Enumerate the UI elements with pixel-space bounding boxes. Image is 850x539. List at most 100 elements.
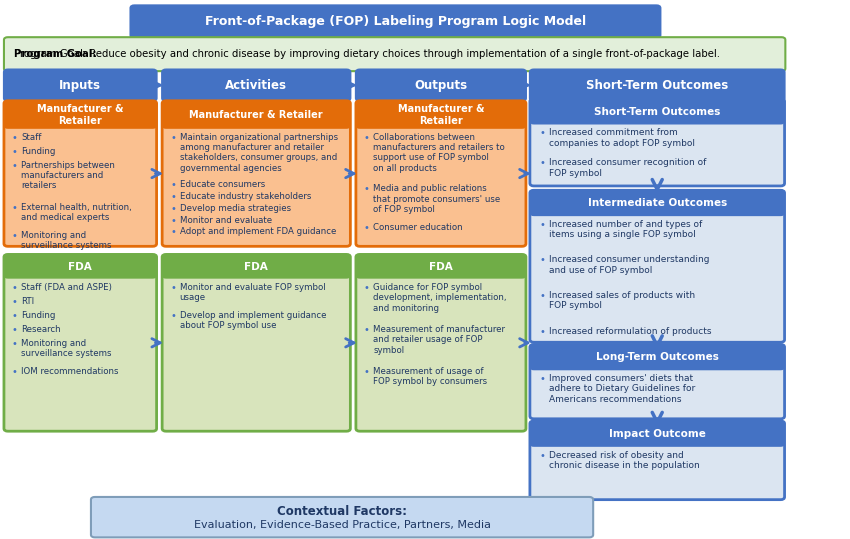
Text: •: • [364, 283, 370, 293]
Text: Monitoring and
surveillance systems: Monitoring and surveillance systems [21, 231, 112, 250]
Text: •: • [540, 291, 545, 301]
Text: Manufacturer &
Retailer: Manufacturer & Retailer [398, 104, 484, 126]
FancyBboxPatch shape [356, 254, 526, 431]
FancyBboxPatch shape [162, 254, 350, 279]
Text: •: • [364, 223, 370, 233]
FancyBboxPatch shape [4, 70, 156, 101]
Text: Contextual Factors:: Contextual Factors: [277, 506, 407, 519]
Text: Staff: Staff [21, 133, 42, 142]
Text: Consumer education: Consumer education [373, 223, 463, 232]
FancyBboxPatch shape [4, 254, 156, 279]
Text: Monitor and evaluate FOP symbol
usage: Monitor and evaluate FOP symbol usage [179, 283, 326, 302]
FancyBboxPatch shape [131, 5, 660, 38]
Text: Decreased risk of obesity and
chronic disease in the population: Decreased risk of obesity and chronic di… [549, 451, 700, 470]
FancyBboxPatch shape [530, 99, 785, 186]
FancyBboxPatch shape [4, 101, 156, 129]
Text: External health, nutrition,
and medical experts: External health, nutrition, and medical … [21, 203, 132, 222]
Text: •: • [12, 325, 18, 335]
FancyBboxPatch shape [356, 254, 526, 279]
FancyBboxPatch shape [530, 421, 785, 447]
FancyBboxPatch shape [4, 37, 785, 71]
Text: •: • [12, 311, 18, 321]
Text: Increased sales of products with
FOP symbol: Increased sales of products with FOP sym… [549, 291, 695, 310]
FancyBboxPatch shape [530, 190, 785, 342]
Text: Increased number of and types of
items using a single FOP symbol: Increased number of and types of items u… [549, 220, 702, 239]
Text: •: • [170, 216, 176, 226]
Text: •: • [12, 297, 18, 307]
Text: Monitoring and
surveillance systems: Monitoring and surveillance systems [21, 339, 112, 358]
Text: •: • [540, 374, 545, 384]
Text: Measurement of manufacturer
and retailer usage of FOP
symbol: Measurement of manufacturer and retailer… [373, 325, 505, 355]
Text: Program Goal: Reduce obesity and chronic disease by improving dietary choices th: Program Goal: Reduce obesity and chronic… [14, 49, 720, 59]
Text: Funding: Funding [21, 147, 56, 156]
Text: Maintain organizational partnerships
among manufacturer and retailer
stakeholder: Maintain organizational partnerships amo… [179, 133, 337, 173]
Text: •: • [12, 367, 18, 377]
Text: FDA: FDA [429, 261, 453, 272]
Text: •: • [364, 367, 370, 377]
Text: •: • [12, 161, 18, 171]
Text: •: • [12, 231, 18, 241]
FancyBboxPatch shape [530, 70, 785, 101]
Text: Impact Outcome: Impact Outcome [609, 429, 706, 439]
Text: •: • [364, 325, 370, 335]
Text: •: • [540, 451, 545, 461]
Text: Educate consumers: Educate consumers [179, 180, 265, 189]
Text: •: • [540, 128, 545, 139]
Text: Guidance for FOP symbol
development, implementation,
and monitoring: Guidance for FOP symbol development, imp… [373, 283, 507, 313]
Text: Inputs: Inputs [60, 79, 101, 92]
FancyBboxPatch shape [162, 101, 350, 246]
Text: •: • [170, 227, 176, 238]
Text: Evaluation, Evidence-Based Practice, Partners, Media: Evaluation, Evidence-Based Practice, Par… [194, 520, 490, 530]
Text: Short-Term Outcomes: Short-Term Outcomes [594, 107, 721, 116]
FancyBboxPatch shape [162, 70, 350, 101]
Text: •: • [12, 283, 18, 293]
Text: Program Goal:: Program Goal: [14, 49, 97, 59]
Text: Media and public relations
that promote consumers' use
of FOP symbol: Media and public relations that promote … [373, 184, 501, 214]
Text: •: • [364, 184, 370, 195]
Text: Develop and implement guidance
about FOP symbol use: Develop and implement guidance about FOP… [179, 311, 326, 330]
Text: Short-Term Outcomes: Short-Term Outcomes [586, 79, 728, 92]
FancyBboxPatch shape [162, 254, 350, 431]
Text: IOM recommendations: IOM recommendations [21, 367, 119, 376]
FancyBboxPatch shape [162, 101, 350, 129]
Text: Partnerships between
manufacturers and
retailers: Partnerships between manufacturers and r… [21, 161, 116, 190]
Text: Research: Research [21, 325, 61, 334]
FancyBboxPatch shape [530, 99, 785, 125]
Text: •: • [540, 255, 545, 266]
FancyBboxPatch shape [91, 497, 593, 537]
Text: Measurement of usage of
FOP symbol by consumers: Measurement of usage of FOP symbol by co… [373, 367, 487, 386]
Text: •: • [170, 133, 176, 143]
Text: Staff (FDA and ASPE): Staff (FDA and ASPE) [21, 283, 112, 292]
Text: Funding: Funding [21, 311, 56, 320]
Text: •: • [170, 283, 176, 293]
Text: •: • [364, 133, 370, 143]
Text: Outputs: Outputs [414, 79, 468, 92]
Text: Activities: Activities [225, 79, 287, 92]
FancyBboxPatch shape [356, 101, 526, 129]
Text: •: • [170, 192, 176, 202]
FancyBboxPatch shape [356, 101, 526, 246]
FancyBboxPatch shape [530, 344, 785, 370]
Text: •: • [540, 327, 545, 337]
FancyBboxPatch shape [4, 254, 156, 431]
Text: Develop media strategies: Develop media strategies [179, 204, 291, 213]
Text: Collaborations between
manufacturers and retailers to
support use of FOP symbol
: Collaborations between manufacturers and… [373, 133, 505, 173]
Text: •: • [170, 204, 176, 214]
FancyBboxPatch shape [356, 70, 526, 101]
Text: •: • [540, 220, 545, 230]
Text: •: • [170, 180, 176, 190]
FancyBboxPatch shape [530, 421, 785, 500]
FancyBboxPatch shape [530, 344, 785, 419]
Text: Adopt and implement FDA guidance: Adopt and implement FDA guidance [179, 227, 336, 237]
Text: Intermediate Outcomes: Intermediate Outcomes [587, 198, 727, 208]
Text: •: • [170, 311, 176, 321]
Text: Manufacturer &
Retailer: Manufacturer & Retailer [37, 104, 123, 126]
Text: Increased reformulation of products: Increased reformulation of products [549, 327, 711, 336]
Text: FDA: FDA [68, 261, 92, 272]
Text: Monitor and evaluate: Monitor and evaluate [179, 216, 272, 225]
Text: Manufacturer & Retailer: Manufacturer & Retailer [190, 110, 323, 120]
Text: •: • [12, 147, 18, 157]
Text: Increased consumer understanding
and use of FOP symbol: Increased consumer understanding and use… [549, 255, 710, 275]
Text: •: • [12, 203, 18, 213]
FancyBboxPatch shape [530, 190, 785, 216]
